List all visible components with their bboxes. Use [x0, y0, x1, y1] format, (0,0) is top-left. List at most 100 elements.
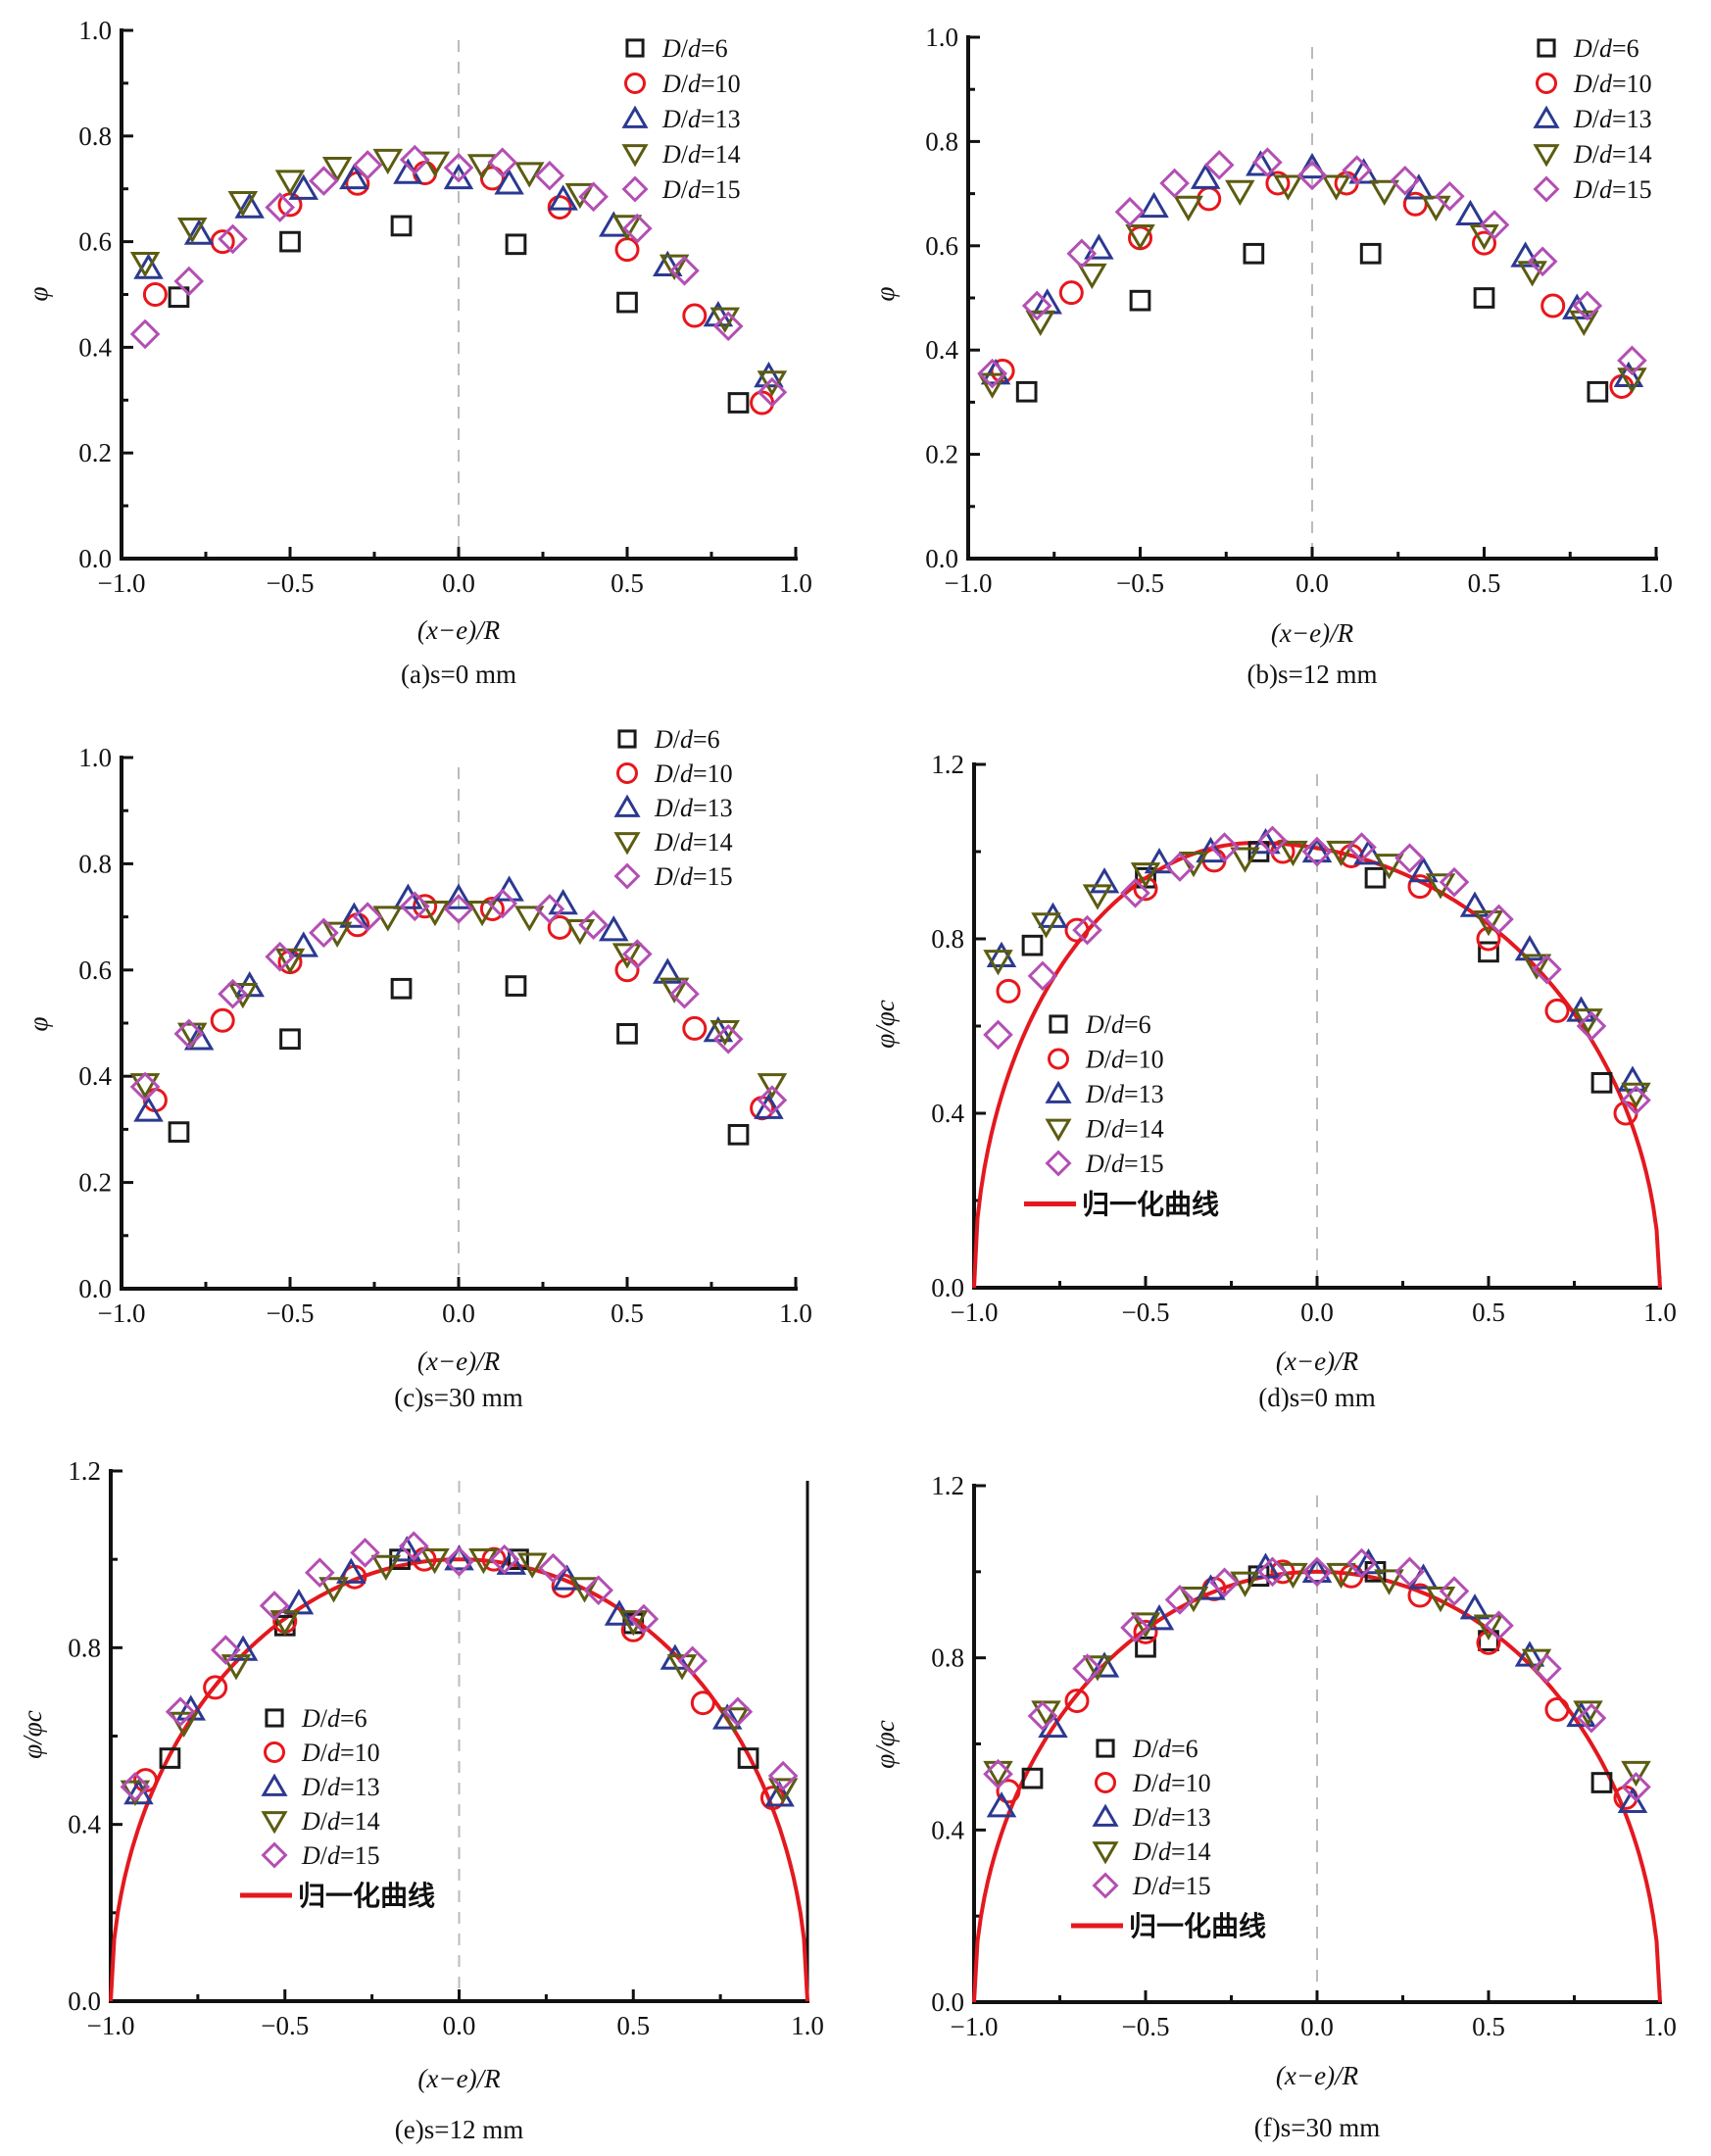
data-point-dd14 — [611, 215, 643, 241]
data-point-dd13 — [754, 1093, 784, 1119]
data-point-dd15 — [534, 160, 565, 191]
data-point-dd14 — [1230, 847, 1260, 873]
y-tick-label: 0.4 — [931, 1099, 964, 1128]
y-tick-label: 1.0 — [78, 16, 112, 45]
x-tick-label: 0.0 — [1300, 1298, 1334, 1327]
data-point-dd14 — [1326, 840, 1356, 867]
series-dd15 — [129, 144, 788, 408]
series-dd6 — [1015, 242, 1609, 403]
data-point-dd10 — [1064, 917, 1090, 943]
data-point-dd14 — [1230, 1571, 1260, 1597]
data-point-dd6 — [737, 1747, 759, 1769]
legend-marker-dd10 — [1536, 73, 1557, 94]
data-point-dd10 — [1058, 280, 1084, 306]
data-point-dd14 — [719, 1707, 750, 1734]
data-point-dd14 — [370, 1554, 402, 1582]
data-point-dd15 — [1394, 843, 1425, 873]
series-dd14 — [120, 1547, 799, 1806]
data-point-dd14 — [1374, 1569, 1404, 1595]
data-point-dd10 — [413, 894, 438, 919]
data-point-dd6 — [1015, 380, 1038, 403]
legend-marker-dd10 — [1048, 1048, 1069, 1070]
data-point-dd10 — [547, 195, 572, 220]
data-point-dd6 — [1364, 866, 1387, 889]
data-point-dd14 — [709, 1019, 741, 1047]
data-point-dd15 — [621, 213, 653, 244]
data-point-dd6 — [390, 215, 413, 237]
x-tick-label: −0.5 — [1116, 568, 1164, 598]
data-point-dd10 — [682, 1015, 708, 1041]
data-point-dd10 — [1472, 230, 1496, 256]
data-point-dd13 — [1084, 233, 1114, 260]
y-axis-title: φ — [870, 286, 900, 301]
data-point-dd6 — [1021, 934, 1044, 956]
data-point-dd15 — [1164, 852, 1196, 882]
legend-marker-dd15 — [613, 862, 641, 890]
data-point-dd14 — [1278, 840, 1308, 867]
data-point-dd15 — [173, 266, 205, 297]
data-point-dd13 — [234, 192, 265, 219]
data-point-dd14 — [176, 217, 208, 244]
data-point-dd10 — [142, 282, 168, 307]
data-point-dd14 — [1178, 1587, 1209, 1613]
y-tick-label: 0.2 — [78, 1168, 112, 1198]
data-point-dd15 — [578, 909, 609, 941]
data-point-dd14 — [513, 162, 545, 188]
legend-marker-dd10 — [264, 1741, 285, 1763]
data-point-dd13 — [1459, 891, 1491, 917]
data-point-dd14 — [564, 182, 596, 210]
data-point-dd15 — [1572, 290, 1603, 321]
data-point-dd14 — [1125, 223, 1155, 251]
data-point-dd14 — [1273, 174, 1303, 201]
data-point-dd15 — [1346, 1547, 1377, 1579]
panel-d: −1.0 −0.5 0.0 0.5 1.0 0.0 0.4 0.8 1.2 φ/φc (x−e)/R… — [870, 750, 1677, 1412]
data-point-dd14 — [1369, 179, 1399, 207]
legend-label-dd6: D/d=6 — [1085, 1010, 1151, 1039]
data-point-dd15 — [628, 1603, 660, 1635]
data-point-dd6 — [727, 392, 750, 414]
data-point-dd15 — [983, 1019, 1013, 1051]
data-point-dd6 — [1243, 242, 1265, 265]
legend-marker-dd6 — [265, 1708, 284, 1728]
data-point-dd14 — [129, 251, 161, 278]
legend-label-dd14: D/d=14 — [654, 828, 733, 857]
data-point-dd13 — [1617, 1787, 1648, 1813]
data-point-dd15 — [1252, 147, 1283, 178]
data-point-dd13 — [1301, 1556, 1333, 1584]
y-tick-label: 0.8 — [68, 1633, 101, 1662]
y-axis-title: φ/φc — [870, 1720, 900, 1768]
data-point-dd13 — [986, 1791, 1017, 1818]
data-point-dd14 — [318, 1577, 349, 1603]
data-point-dd15 — [165, 1696, 196, 1728]
data-point-dd14 — [659, 977, 690, 1004]
legend-marker-dd13 — [1533, 105, 1560, 128]
data-point-dd13 — [494, 169, 524, 195]
data-point-dd15 — [983, 1758, 1013, 1789]
y-tick-label: 0.8 — [78, 849, 112, 878]
data-point-dd14 — [1521, 954, 1552, 980]
legend-label-dd15: D/d=15 — [1132, 1872, 1211, 1900]
data-point-dd15 — [443, 894, 474, 924]
legend-marker-dd15 — [1092, 1872, 1119, 1899]
data-point-dd15 — [399, 144, 430, 175]
x-tick-label: 0.5 — [1468, 568, 1501, 598]
data-point-dd15 — [1027, 960, 1058, 992]
data-point-dd15 — [757, 1085, 788, 1115]
data-point-dd15 — [1209, 1567, 1240, 1598]
data-point-dd10 — [1064, 1689, 1090, 1714]
data-point-dd15 — [1296, 160, 1328, 191]
data-point-dd15 — [538, 1552, 568, 1584]
data-point-dd15 — [129, 318, 161, 350]
panel-caption: (f)s=30 mm — [1254, 2113, 1380, 2142]
legend-marker-dd13 — [261, 1773, 288, 1796]
series-dd14 — [977, 174, 1647, 399]
y-tick-label: 0.6 — [78, 956, 112, 985]
legend-label-dd14: D/d=14 — [301, 1807, 380, 1836]
data-point-dd15 — [304, 1557, 335, 1589]
data-point-dd6 — [168, 286, 190, 309]
data-point-dd14 — [977, 372, 1007, 399]
data-point-dd15 — [534, 894, 565, 924]
panel-caption: (b)s=12 mm — [1247, 660, 1378, 689]
data-point-dd14 — [1077, 263, 1107, 290]
data-point-dd15 — [265, 192, 296, 222]
